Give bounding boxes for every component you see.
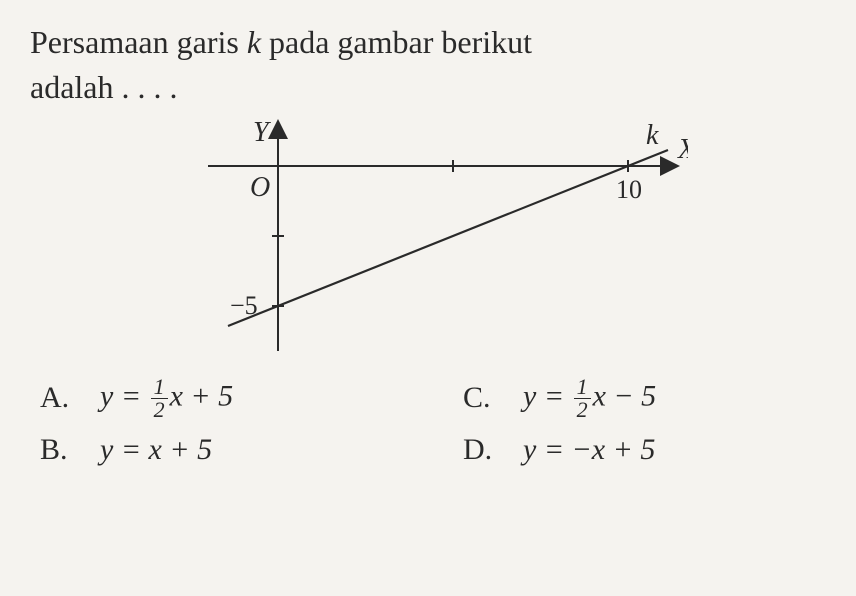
option-c-prefix: y = <box>523 379 572 412</box>
option-b: B. y = x + 5 <box>40 433 403 467</box>
option-b-label: B. <box>40 433 80 467</box>
option-a-label: A. <box>40 381 80 415</box>
option-a-num: 1 <box>151 376 168 399</box>
option-a: A. y = 12x + 5 <box>40 376 403 421</box>
option-c-eq: y = 12x − 5 <box>523 376 656 421</box>
option-a-suffix: + 5 <box>183 379 233 412</box>
option-b-eq: y = x + 5 <box>100 433 212 467</box>
graph-container: Y X O k 10 −5 <box>30 116 826 366</box>
option-d: D. y = −x + 5 <box>463 433 826 467</box>
x-axis-label: X <box>677 134 688 165</box>
option-a-var: x <box>170 379 183 412</box>
q-text-pre: Persamaan garis <box>30 24 247 60</box>
x-intercept-label: 10 <box>616 175 642 204</box>
option-c-label: C. <box>463 381 503 415</box>
option-a-fraction: 12 <box>151 376 168 421</box>
option-c-den: 2 <box>574 399 591 421</box>
q-var-k: k <box>247 24 261 60</box>
option-a-den: 2 <box>151 399 168 421</box>
question-stem: Persamaan garis k pada gambar berikut ad… <box>30 20 826 110</box>
origin-label: O <box>250 172 270 203</box>
option-d-label: D. <box>463 433 503 467</box>
question-line-1: Persamaan garis k pada gambar berikut <box>30 20 826 65</box>
y-axis-label: Y <box>253 117 272 148</box>
option-c-var: x <box>593 379 606 412</box>
coordinate-graph: Y X O k 10 −5 <box>168 116 688 366</box>
option-c: C. y = 12x − 5 <box>463 376 826 421</box>
option-c-fraction: 12 <box>574 376 591 421</box>
line-k-label: k <box>646 120 659 151</box>
y-intercept-label: −5 <box>230 291 258 320</box>
option-c-num: 1 <box>574 376 591 399</box>
options-grid: A. y = 12x + 5 C. y = 12x − 5 B. y = x +… <box>30 376 826 467</box>
option-d-eq: y = −x + 5 <box>523 433 655 467</box>
q-text-post: pada gambar berikut <box>261 24 532 60</box>
option-a-eq: y = 12x + 5 <box>100 376 233 421</box>
option-c-suffix: − 5 <box>606 379 656 412</box>
line-k <box>228 150 668 326</box>
option-a-prefix: y = <box>100 379 149 412</box>
question-line-2: adalah . . . . <box>30 65 826 110</box>
